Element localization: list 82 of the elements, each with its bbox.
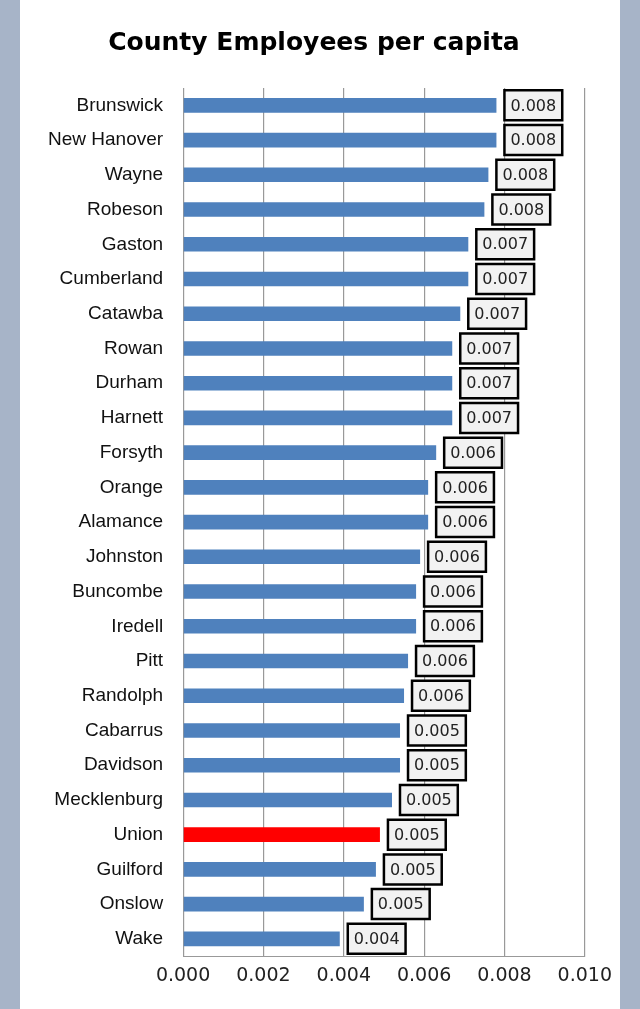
- y-tick-label: Wayne: [104, 163, 164, 185]
- data-label: 0.007: [466, 408, 513, 428]
- bar: [183, 757, 401, 773]
- data-label: 0.006: [430, 581, 476, 601]
- bar: [183, 618, 417, 634]
- y-tick-label: Davidson: [83, 753, 164, 775]
- bar: [183, 271, 469, 287]
- data-label: 0.006: [430, 616, 476, 636]
- y-tick-label: Robeson: [87, 197, 164, 219]
- bar: [183, 410, 453, 426]
- y-tick-label: Catawba: [88, 301, 164, 323]
- data-label: 0.004: [353, 928, 400, 948]
- y-tick-label: Durham: [95, 371, 164, 393]
- y-tick-label: Cabarrus: [84, 718, 164, 740]
- y-tick-label: Forsyth: [99, 440, 164, 462]
- bar: [183, 375, 453, 391]
- y-tick-label: Mecklenburg: [54, 788, 164, 810]
- bar: [183, 514, 429, 530]
- x-tick-label: 0.006: [396, 962, 452, 985]
- bar: [183, 584, 417, 599]
- bar: [183, 827, 380, 842]
- y-tick-label: Wake: [115, 927, 164, 949]
- y-tick-label: Orange: [99, 475, 164, 497]
- data-label: 0.007: [482, 269, 529, 289]
- bar: [183, 132, 497, 148]
- bar: [183, 896, 364, 912]
- data-label: 0.006: [442, 477, 488, 497]
- data-label: 0.007: [466, 373, 513, 393]
- data-label: 0.007: [482, 234, 529, 254]
- y-tick-label: Guilford: [96, 857, 164, 879]
- data-label: 0.005: [414, 755, 460, 775]
- bar: [183, 306, 461, 322]
- y-tick-label: Randolph: [81, 683, 164, 705]
- chart-title: County Employees per capita: [108, 26, 520, 56]
- bar: [183, 792, 392, 808]
- bar: [183, 723, 401, 738]
- y-tick-label: Onslow: [99, 892, 164, 914]
- y-tick-label: Alamance: [78, 510, 164, 532]
- data-label: 0.006: [434, 546, 480, 566]
- y-tick-label: Pitt: [135, 649, 164, 671]
- bar: [183, 862, 376, 877]
- bar: [183, 341, 453, 356]
- y-tick-label: Gaston: [101, 232, 164, 254]
- data-label: 0.007: [466, 338, 513, 358]
- bar: [183, 236, 469, 252]
- data-label: 0.005: [393, 824, 440, 844]
- x-tick-label: 0.008: [477, 962, 532, 985]
- y-tick-label: Iredell: [111, 614, 164, 636]
- y-tick-label: Brunswick: [76, 93, 164, 115]
- y-tick-label: Harnett: [100, 406, 164, 428]
- bar: [183, 688, 405, 704]
- data-label: 0.005: [414, 720, 460, 740]
- y-tick-label: Cumberland: [59, 267, 164, 289]
- data-label: 0.007: [474, 303, 521, 323]
- data-label: 0.005: [405, 790, 452, 810]
- y-tick-label: Buncombe: [72, 579, 164, 601]
- bar: [183, 98, 497, 113]
- data-label: 0.006: [418, 685, 464, 705]
- bar: [183, 202, 485, 217]
- y-tick-label: New Hanover: [47, 128, 164, 150]
- bar: [183, 445, 437, 460]
- data-label: 0.005: [377, 894, 424, 914]
- data-label: 0.006: [450, 442, 496, 462]
- x-tick-label: 0.004: [316, 962, 371, 985]
- y-tick-label: Rowan: [103, 336, 164, 358]
- bar: [183, 931, 340, 947]
- data-label: 0.008: [498, 199, 545, 219]
- data-label: 0.006: [442, 512, 488, 532]
- x-tick-label: 0.002: [236, 962, 291, 985]
- data-label: 0.008: [510, 130, 557, 150]
- data-label: 0.006: [422, 651, 468, 671]
- data-label: 0.005: [389, 859, 436, 879]
- y-tick-label: Union: [113, 822, 164, 844]
- x-tick-label: 0.000: [155, 962, 211, 985]
- data-label: 0.008: [502, 164, 549, 184]
- data-label: 0.008: [510, 95, 557, 115]
- y-tick-label: Johnston: [85, 545, 164, 567]
- bar: [183, 480, 429, 495]
- bar: [183, 653, 409, 669]
- x-tick-label: 0.010: [557, 962, 613, 985]
- bar: [183, 549, 421, 565]
- bar: [183, 167, 489, 183]
